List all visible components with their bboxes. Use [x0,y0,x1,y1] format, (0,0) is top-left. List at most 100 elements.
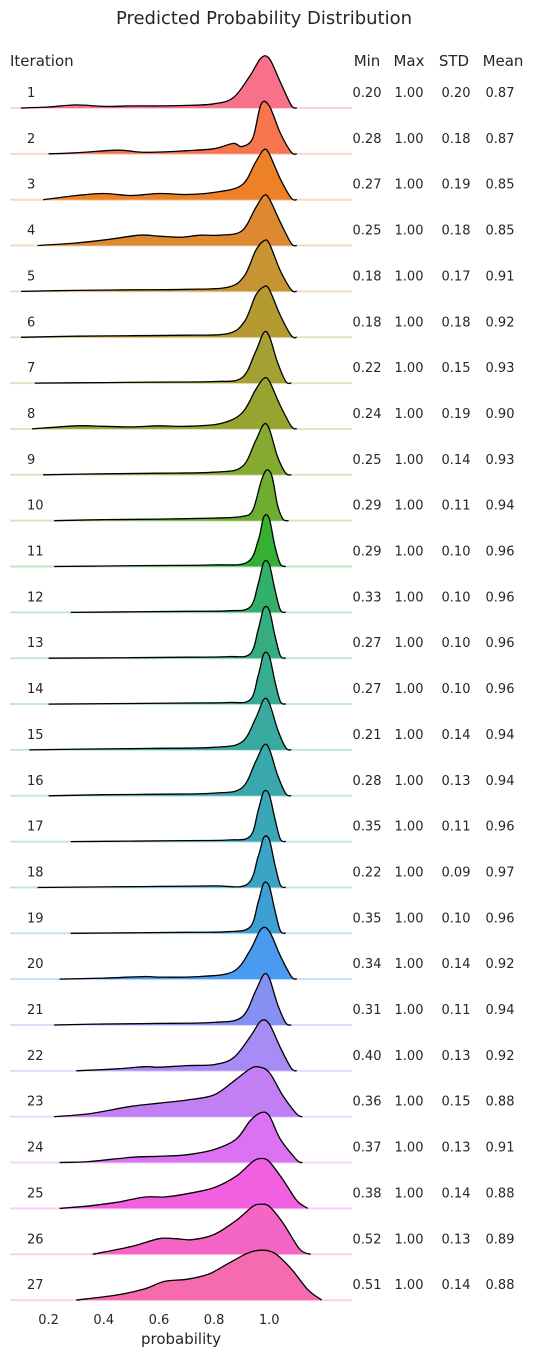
ridge-row: 1 0.20 1.00 0.20 0.87 [10,55,515,109]
max-value: 1.00 [395,590,424,605]
column-header-std: STD [439,52,469,70]
mean-value: 0.96 [486,820,515,835]
min-value: 0.27 [353,636,382,651]
min-value: 0.35 [353,911,382,926]
std-value: 0.14 [442,1186,471,1201]
min-value: 0.40 [353,1049,382,1064]
max-value: 1.00 [395,361,424,376]
ridge-row: 25 0.38 1.00 0.14 0.88 [10,1157,515,1210]
std-value: 0.11 [442,1003,471,1018]
min-value: 0.20 [353,86,382,101]
density-area [54,973,292,1026]
density-curve [48,651,287,705]
std-value: 0.10 [442,590,471,605]
density-area [54,1066,303,1117]
std-value: 0.14 [442,453,471,468]
x-axis: 0.2 0.4 0.6 0.8 1.0 [38,1313,279,1328]
max-value: 1.00 [395,1278,424,1293]
row-header-label: Iteration [10,52,74,70]
density-curve [54,972,292,1026]
std-value: 0.17 [442,269,471,284]
min-value: 0.27 [353,178,382,193]
max-value: 1.00 [395,545,424,560]
density-area [70,882,286,934]
max-value: 1.00 [395,499,424,514]
iteration-label: 5 [27,269,35,284]
iteration-label: 17 [27,820,44,835]
iteration-label: 22 [27,1049,44,1064]
iteration-label: 23 [27,1095,44,1110]
density-curve [59,1157,309,1210]
max-value: 1.00 [395,774,424,789]
max-value: 1.00 [395,1141,424,1156]
ridge-row: 11 0.29 1.00 0.10 0.96 [10,514,514,568]
density-area [76,1019,297,1071]
density-area [43,149,297,201]
mean-value: 0.87 [486,86,515,101]
max-value: 1.00 [395,682,424,697]
density-area [37,835,286,888]
iteration-label: 14 [27,682,44,697]
mean-value: 0.92 [486,1049,515,1064]
mean-value: 0.96 [486,636,515,651]
iteration-label: 27 [27,1278,44,1293]
density-curve [76,1249,323,1301]
density-curve [76,1019,298,1072]
iteration-label: 20 [27,957,44,972]
density-area [37,194,297,246]
std-value: 0.18 [442,315,471,330]
iteration-label: 3 [27,178,35,193]
ridge-row: 3 0.27 1.00 0.19 0.85 [10,148,514,201]
ridge-row: 2 0.28 1.00 0.18 0.87 [10,100,514,155]
max-value: 1.00 [395,636,424,651]
max-value: 1.00 [395,1232,424,1247]
density-area [54,469,289,521]
density-area [32,377,297,429]
density-curve [48,605,287,659]
ridge-row: 23 0.36 1.00 0.15 0.88 [10,1065,514,1118]
mean-value: 0.96 [486,590,515,605]
density-curve [54,1065,303,1118]
x-tick-label: 0.4 [93,1313,114,1328]
mean-value: 0.94 [486,1003,515,1018]
density-area [92,1204,311,1255]
min-value: 0.27 [353,682,382,697]
density-curve [59,1111,303,1164]
max-value: 1.00 [395,911,424,926]
iteration-label: 24 [27,1141,44,1156]
iteration-label: 6 [27,315,35,330]
ridge-row: 26 0.52 1.00 0.13 0.89 [10,1203,514,1256]
density-curve [70,559,287,614]
std-value: 0.19 [442,407,471,422]
mean-value: 0.88 [486,1186,515,1201]
iteration-label: 25 [27,1186,44,1201]
std-value: 0.15 [442,361,471,376]
mean-value: 0.92 [486,315,515,330]
min-value: 0.22 [353,865,382,880]
max-value: 1.00 [395,1049,424,1064]
density-area [48,101,297,155]
std-value: 0.14 [442,1278,471,1293]
iteration-label: 16 [27,774,44,789]
ridge-row: 7 0.22 1.00 0.15 0.93 [10,330,514,385]
iteration-label: 4 [27,224,35,239]
std-value: 0.11 [442,820,471,835]
ridge-row: 9 0.25 1.00 0.14 0.93 [10,422,514,476]
min-value: 0.18 [353,315,382,330]
ridge-row: 5 0.18 1.00 0.17 0.91 [10,239,514,293]
density-curve [54,514,287,568]
std-value: 0.14 [442,728,471,743]
iteration-label: 10 [27,499,44,514]
min-value: 0.38 [353,1186,382,1201]
density-curve [48,743,292,797]
ridge-row: 19 0.35 1.00 0.10 0.96 [10,881,514,935]
mean-value: 0.97 [486,865,515,880]
density-area [59,1112,303,1163]
max-value: 1.00 [395,269,424,284]
std-value: 0.20 [442,86,471,101]
iteration-label: 13 [27,636,44,651]
std-value: 0.11 [442,499,471,514]
mean-value: 0.94 [486,499,515,514]
max-value: 1.00 [395,957,424,972]
